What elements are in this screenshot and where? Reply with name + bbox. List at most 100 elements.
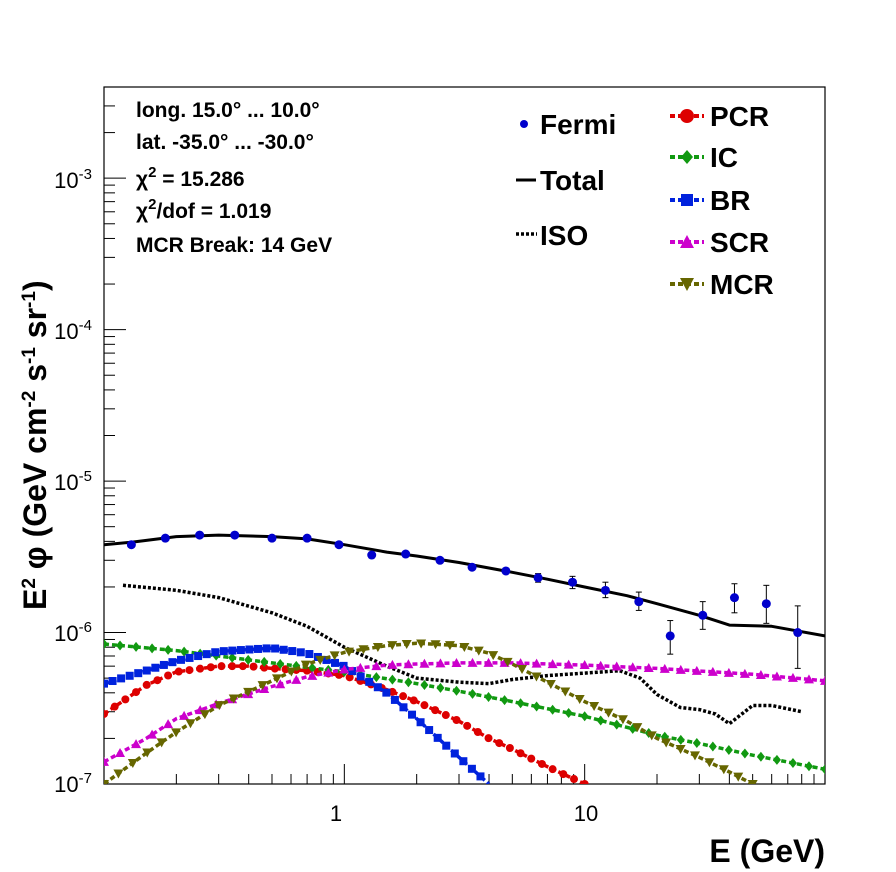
series-marker-br <box>305 650 314 659</box>
series-marker-br <box>117 674 126 683</box>
fermi-point <box>729 593 739 603</box>
fermi-point <box>195 530 205 540</box>
axis-ticks <box>103 86 815 785</box>
fermi-point <box>665 631 675 641</box>
series-marker-ic <box>740 748 749 759</box>
series-marker-pcr <box>142 680 151 689</box>
series-marker-mcr <box>329 651 340 661</box>
mcr-break: MCR Break: 14 GeV <box>136 234 332 257</box>
series-marker-br <box>271 644 280 653</box>
series-marker-mcr <box>430 640 441 650</box>
series-marker-scr <box>739 668 750 678</box>
series-marker-scr <box>820 675 825 685</box>
fermi-point <box>533 573 543 583</box>
series-marker-br <box>211 648 220 657</box>
legend-label-iso: ISO <box>540 220 588 251</box>
series-marker-ic <box>692 738 701 749</box>
series-layer <box>104 533 825 784</box>
series-marker-scr <box>787 672 798 682</box>
series-marker-pcr <box>174 667 183 676</box>
series-marker-pcr <box>527 754 536 763</box>
x-tick-label-1: 1 <box>330 801 342 826</box>
series-marker-mcr <box>401 640 412 650</box>
series-marker-mcr <box>502 657 513 667</box>
legend-label-mcr: MCR <box>710 269 774 300</box>
series-marker-mcr <box>560 687 571 697</box>
series-marker-pcr <box>559 770 568 779</box>
fermi-point <box>793 628 803 638</box>
series-marker-pcr <box>228 662 237 671</box>
fermi-data-layer <box>126 530 803 669</box>
series-marker-scr <box>483 657 494 667</box>
series-marker-mcr <box>733 772 744 782</box>
series-marker-mcr <box>228 694 239 704</box>
series-marker-mcr <box>372 642 383 652</box>
series-line-iso <box>122 583 803 726</box>
series-marker-ic <box>516 698 525 709</box>
fermi-point <box>600 585 610 595</box>
series-marker-mcr <box>185 719 196 729</box>
series-marker-br <box>408 710 417 719</box>
fermi-point <box>435 555 445 565</box>
series-marker-scr <box>627 662 638 672</box>
series-marker-scr <box>611 661 622 671</box>
series-marker-pcr <box>569 775 578 784</box>
series-marker-br <box>104 679 108 688</box>
series-marker-scr <box>467 657 478 667</box>
series-marker-mcr <box>517 665 528 675</box>
series-marker-pcr <box>537 759 546 768</box>
series-marker-ic <box>804 761 813 772</box>
series-marker-pcr <box>260 663 269 672</box>
fermi-point <box>334 540 344 550</box>
series-marker-pcr <box>121 695 130 704</box>
legend-label-br: BR <box>710 185 750 216</box>
series-marker-br <box>185 653 194 662</box>
longitude-range: long. 15.0° ... 10.0° <box>136 99 320 122</box>
series-marker-br <box>288 647 297 656</box>
series-marker-pcr <box>132 688 141 697</box>
series-marker-ic <box>104 639 108 650</box>
fermi-point <box>501 566 511 576</box>
series-marker-br <box>331 658 340 667</box>
series-marker-pcr <box>104 709 108 718</box>
series-marker-br <box>177 655 186 664</box>
series-marker-pcr <box>185 666 194 675</box>
series-marker-pcr <box>217 662 226 671</box>
series-marker-scr <box>675 664 686 674</box>
series-marker-mcr <box>574 695 585 705</box>
series-marker-ic <box>821 764 825 775</box>
series-marker-mcr <box>113 769 124 779</box>
series-marker-br <box>194 652 203 661</box>
series-marker-br <box>296 648 305 657</box>
series-marker-pcr <box>345 673 354 682</box>
series-marker-br <box>219 647 228 656</box>
series-marker-scr <box>387 659 398 669</box>
series-marker-ic <box>756 751 765 762</box>
series-marker-ic <box>788 758 797 769</box>
series-marker-scr <box>179 710 190 720</box>
series-marker-scr <box>307 670 318 680</box>
series-marker-pcr <box>505 743 514 752</box>
series-marker-pcr <box>516 749 525 758</box>
series-marker-br <box>168 658 177 667</box>
series-marker-br <box>450 749 459 758</box>
fermi-point <box>698 610 708 620</box>
series-marker-ic <box>532 701 541 712</box>
y-tick-label-1e-3: 10-3 <box>54 166 92 193</box>
series-marker-br <box>322 655 331 664</box>
series-marker-mcr <box>127 758 138 768</box>
series-marker-pcr <box>409 696 418 705</box>
series-marker-scr <box>563 659 574 669</box>
series-marker-mcr <box>199 710 210 720</box>
series-marker-ic <box>372 672 381 683</box>
y-tick-label-1e-7: 10-7 <box>54 770 92 797</box>
series-marker-br <box>356 672 365 681</box>
series-marker-scr <box>755 670 766 680</box>
series-marker-pcr <box>495 739 504 748</box>
series-marker-scr <box>104 756 109 766</box>
series-marker-mcr <box>300 660 311 670</box>
series-marker-mcr <box>104 780 109 784</box>
series-marker-scr <box>451 657 462 667</box>
series-marker-br <box>151 663 160 672</box>
legend-marker-ic <box>681 150 693 164</box>
